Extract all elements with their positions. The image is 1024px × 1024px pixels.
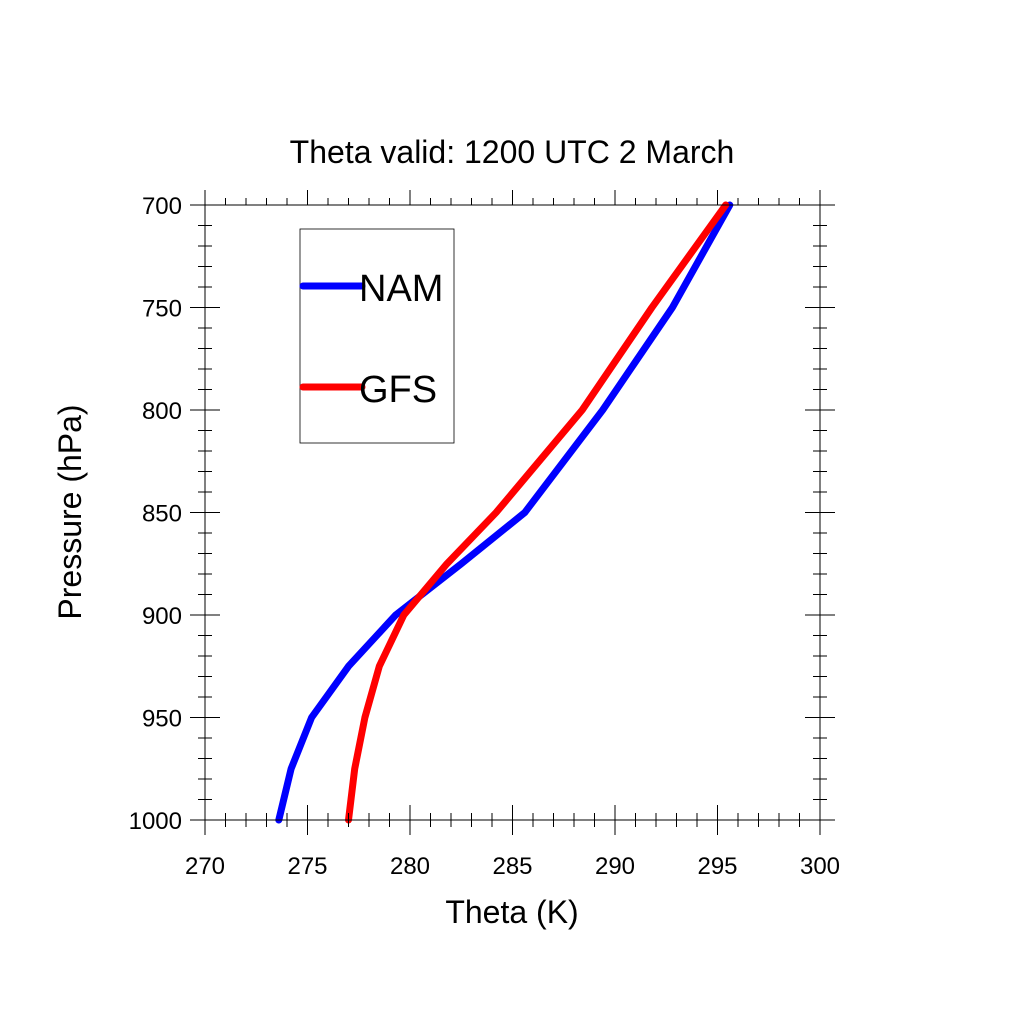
chart-title: Theta valid: 1200 UTC 2 March [290, 134, 735, 170]
x-tick-label: 285 [492, 853, 532, 880]
series-group [275, 201, 734, 824]
plot-frame [204, 204, 821, 821]
x-tick-label: 270 [185, 853, 225, 880]
axis-tick-labels: 270 275 280 285 290 295 300 700 750 800 850 900 950 1… [129, 193, 840, 880]
x-axis-title: Theta (K) [445, 894, 578, 930]
y-axis-title: Pressure (hPa) [52, 404, 88, 619]
x-tick-label: 300 [800, 853, 840, 880]
x-tick-label: 290 [595, 853, 635, 880]
y-tick-label: 950 [142, 706, 182, 733]
y-tick-label: 750 [142, 296, 182, 323]
y-tick-label: 900 [142, 603, 182, 630]
legend: NAM GFS [299, 228, 455, 444]
legend-box [299, 228, 455, 444]
legend-label-gfs: GFS [359, 369, 437, 411]
series-line-gfs [345, 201, 730, 824]
x-tick-label: 280 [390, 853, 430, 880]
x-tick-label: 275 [287, 853, 327, 880]
y-tick-label: 800 [142, 398, 182, 425]
y-tick-label: 700 [142, 193, 182, 220]
axis-ticks [190, 190, 835, 835]
legend-label-nam: NAM [359, 268, 443, 310]
y-tick-label: 1000 [129, 808, 182, 835]
y-tick-label: 850 [142, 501, 182, 528]
x-tick-label: 295 [697, 853, 737, 880]
